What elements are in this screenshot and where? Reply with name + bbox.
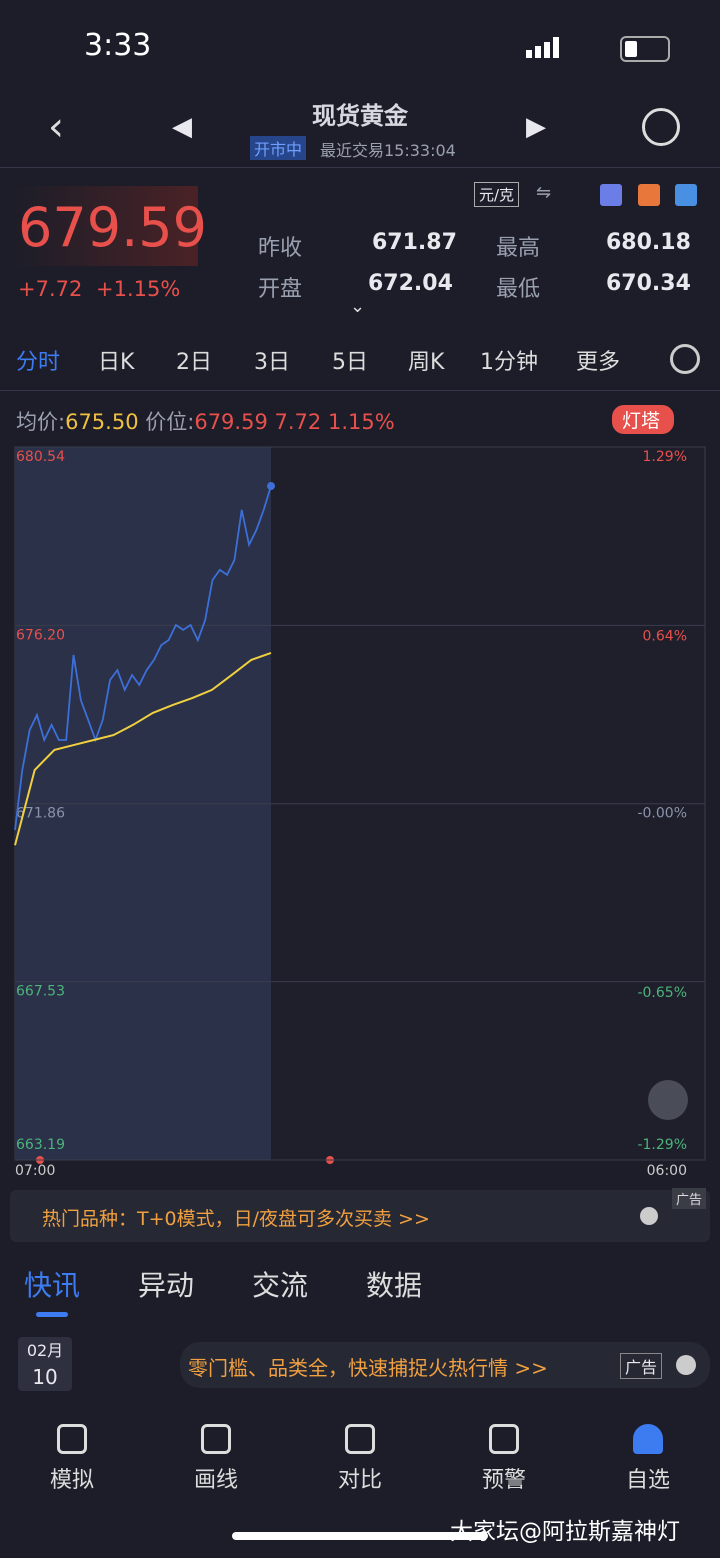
period-tab[interactable]: 周K [408,350,445,375]
refresh-button[interactable] [642,108,680,146]
beacon-button[interactable]: 灯塔 [612,405,675,434]
nav-label[interactable]: 自选 [625,1468,670,1493]
unit-button[interactable]: 元/克 [474,182,520,207]
close-button[interactable] [676,1355,696,1375]
y-tick-label: 667.53 [16,984,65,1000]
nav-icon[interactable] [201,1424,231,1454]
news-tab[interactable]: 异动 [138,1269,195,1302]
next-button[interactable]: ▶ [526,112,546,142]
change-pct: +1.15% [96,277,181,301]
settings-button[interactable] [670,344,700,374]
price-flash [10,186,198,266]
y2-tick-label: 0.64% [643,629,687,645]
y-tick-label: 671.86 [16,806,65,822]
nav-icon[interactable] [345,1424,375,1454]
stat-value: 680.18 [606,230,691,255]
stat-value: 672.04 [368,271,453,296]
close-button[interactable] [640,1207,658,1225]
price: 679.59 [18,196,207,259]
news-tab[interactable]: 数据 [366,1269,423,1302]
y-tick-label: 676.20 [16,627,65,643]
change: +7.72 [18,277,83,301]
y-tick-label: 680.54 [16,449,65,465]
y2-tick-label: 1.29% [643,449,687,465]
market-badge: 开市中 [250,136,307,160]
fullscreen-button[interactable] [648,1080,688,1120]
nav-icon[interactable] [489,1424,519,1454]
status-time: 3:33 [84,28,152,63]
tool-icon[interactable] [675,184,697,206]
stat-value: 671.87 [372,230,457,255]
swap-icon[interactable]: ⇋ [536,182,552,203]
price-value: 679.59 [194,410,268,434]
x-tick-label: 07:00 [15,1163,55,1179]
nav-label[interactable]: 画线 [193,1468,238,1493]
y2-tick-label: -0.65% [637,985,687,1001]
tab-indicator [36,1312,68,1317]
nav-label[interactable]: 预警 [481,1468,526,1493]
news-tab[interactable]: 交流 [252,1269,309,1302]
stat-label: 昨收 [258,236,303,261]
nav-label[interactable]: 模拟 [49,1468,94,1493]
info-line: 均价:675.50 价位:679.59 7.72 1.15% [16,406,395,436]
avg-label: 均价: [16,410,66,434]
date-day: 10 [32,1365,58,1389]
divider [0,167,720,168]
avg-value: 675.50 [65,410,139,434]
ad-text: 零门槛、品类全，快速捕捉火热行情 >> [188,1356,548,1380]
ad-tag: 广告 [672,1188,707,1209]
change-value: 7.72 [274,410,322,434]
y2-tick-label: -1.29% [637,1137,687,1153]
period-tab[interactable]: 5日 [332,350,368,375]
x-tick-label: 06:00 [647,1163,687,1179]
y2-tick-label: -0.00% [637,806,687,822]
last-trade: 最近交易15:33:04 [320,141,456,160]
watermark: 大家坛@阿拉斯嘉神灯 [450,1519,680,1545]
battery [620,36,670,62]
price-label: 价位: [145,410,195,434]
change-pct-value: 1.15% [327,410,395,434]
y-tick-label: 663.19 [16,1137,65,1153]
home-indicator [232,1532,488,1540]
period-tab[interactable]: 3日 [254,350,290,375]
ad-banner[interactable]: 零门槛、品类全，快速捕捉火热行情 >> 广告 [180,1342,710,1388]
period-tab[interactable]: 分时 [16,350,61,375]
ad-banner[interactable]: 热门品种：T+0模式，日/夜盘可多次买卖 >> 广告 [10,1188,710,1242]
period-tab[interactable]: 日K [98,350,135,375]
title: 现货黄金 [312,102,408,130]
news-tab[interactable]: 快讯 [24,1269,81,1302]
expand-arrow[interactable]: ⌄ [350,296,366,317]
tool-icon[interactable] [600,184,622,206]
nav-icon[interactable] [57,1424,87,1454]
signal-icon [526,36,562,58]
prev-button[interactable]: ◀ [172,112,192,142]
stat-label: 最低 [496,277,541,302]
tool-icon[interactable] [638,184,660,206]
date-month: 02月 [26,1341,64,1360]
chart: 680.54 676.20 671.86 667.53 663.19 1.29% 0.64%… [14,446,706,1179]
series-line [14,651,272,846]
stat-label: 最高 [496,236,541,261]
last-point [267,482,275,491]
ad-text: 热门品种：T+0模式，日/夜盘可多次买卖 >> [42,1208,430,1230]
period-tab[interactable]: 2日 [176,350,212,375]
nav-icon[interactable] [633,1424,663,1454]
nav-label[interactable]: 对比 [337,1468,382,1493]
stat-label: 开盘 [258,277,303,302]
period-tab[interactable]: 更多 [576,350,621,375]
back-button[interactable]: ‹ [48,104,64,150]
ad-tag: 广告 [620,1353,663,1379]
stat-value: 670.34 [606,271,691,296]
divider [0,390,720,391]
series-line [14,485,272,831]
date-box: 02月 10 [18,1337,72,1391]
period-tab[interactable]: 1分钟 [480,350,538,375]
